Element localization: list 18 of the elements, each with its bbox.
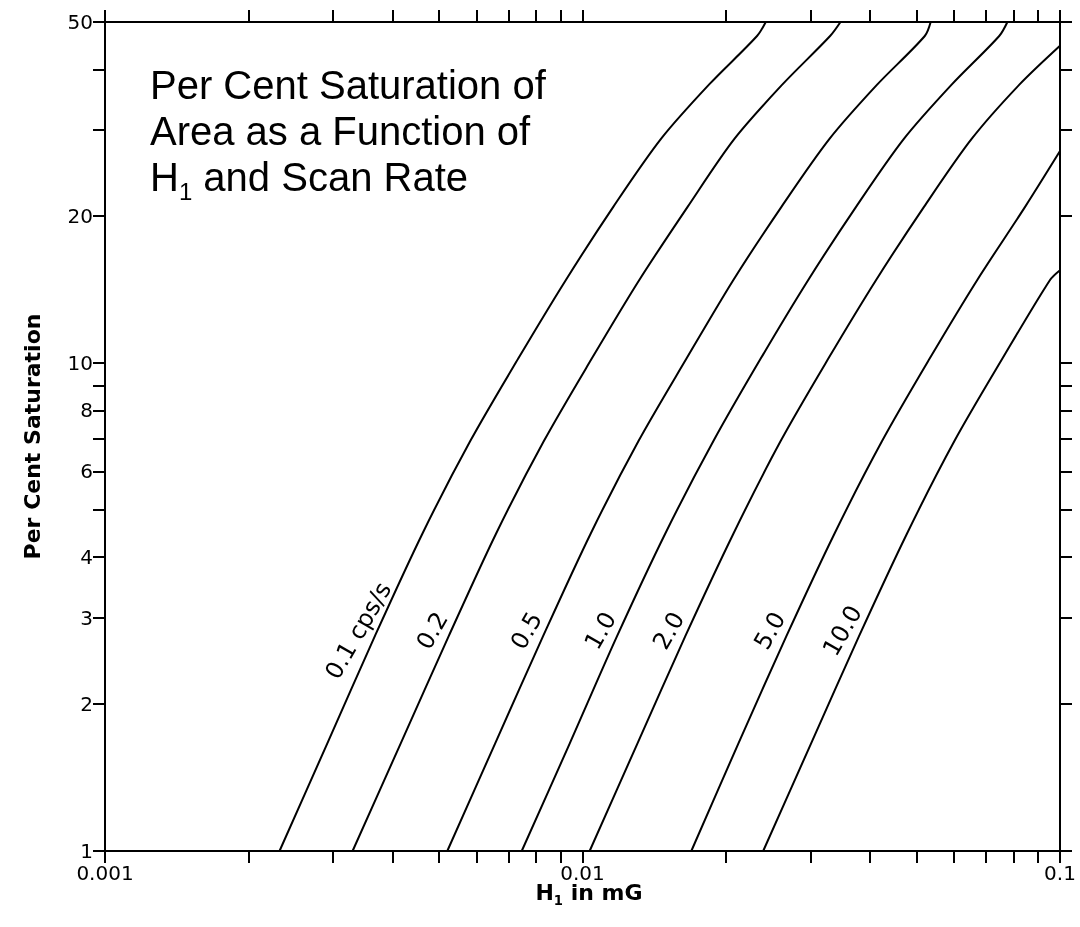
y-tick-label: 4 [80,545,93,570]
text: 5.0 [748,607,792,655]
text: 0.5 [504,607,549,655]
x-tick-label: 0.1 [1044,861,1076,885]
y-tick-label: 1 [80,839,93,863]
text: 2.0 [647,607,691,655]
text: Per Cent Saturation of Area as a Function of H$_{1}$ and Scan Rate [150,62,547,206]
text: 1.0 [578,607,623,655]
y-tick-label: 50 [67,10,93,34]
y-tick-label: 10 [67,351,93,376]
y-tick-label: 3 [80,606,93,631]
y-axis-title: Per Cent Saturation [19,313,45,560]
text: 0.2 [410,607,454,655]
y-tick-label: 6 [80,459,93,484]
y-tick-label: 8 [80,398,93,423]
x-tick-label: 0.001 [76,861,134,885]
y-tick-label: 2 [80,692,93,717]
y-tick-label: 20 [67,204,93,229]
